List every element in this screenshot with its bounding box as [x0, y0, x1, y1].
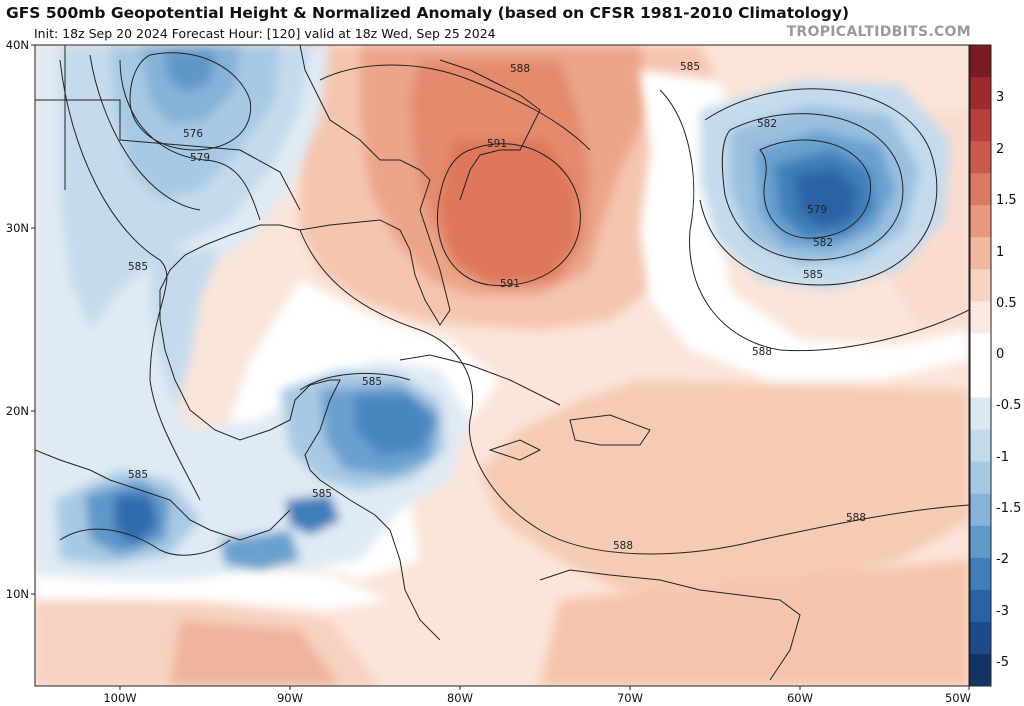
lon-label: 60W — [787, 691, 813, 705]
colorbar-label: -2 — [996, 552, 1009, 567]
colorbar-label: -1.5 — [996, 501, 1021, 516]
colorbar-segment — [970, 493, 991, 527]
contour-label: 591 — [500, 278, 520, 290]
lon-label: 90W — [277, 691, 303, 705]
contour-label: 579 — [807, 204, 827, 216]
colorbar-label: 2 — [996, 142, 1004, 157]
colorbar-label: -0.5 — [996, 398, 1021, 413]
colorbar-labels: 3 2 1.5 1 0.5 0 -0.5 -1 -1.5 -2 -3 -5 — [996, 90, 1021, 670]
colorbar-segment — [970, 429, 991, 463]
lat-label: 10N — [6, 587, 29, 601]
colorbar-segment — [970, 301, 991, 334]
height-contours — [59, 52, 969, 556]
colorbar-segment — [970, 397, 991, 431]
site-credit: TROPICALTIDBITS.COM — [786, 24, 971, 40]
colorbar-label: -5 — [996, 655, 1009, 670]
contour-label: 591 — [487, 138, 507, 150]
colorbar-segment — [970, 589, 991, 623]
contour-labels: 576 579 585 588 591 591 585 582 579 582 … — [128, 61, 866, 552]
colorbar-segment — [970, 461, 991, 495]
colorbar-segment — [970, 45, 991, 78]
lon-label: 80W — [447, 691, 473, 705]
forecast-info: Init: 18z Sep 20 2024 Forecast Hour: [12… — [34, 26, 496, 41]
lat-label: 30N — [6, 221, 29, 235]
colorbar-segment — [970, 205, 991, 238]
contour-label: 585 — [680, 61, 700, 73]
colorbar-label: 1.5 — [996, 193, 1017, 208]
contour-label: 585 — [803, 269, 823, 281]
colorbar-label: 0.5 — [996, 296, 1017, 311]
contour-label: 585 — [362, 376, 382, 388]
colorbar-segment — [970, 109, 991, 142]
lon-label: 70W — [617, 691, 643, 705]
anomaly-field — [35, 45, 969, 686]
contour-label: 588 — [846, 512, 866, 524]
colorbar-segment — [970, 269, 991, 302]
coastlines — [35, 45, 801, 681]
lat-axis: 40N 30N 20N 10N — [6, 38, 35, 601]
contour-label: 585 — [312, 488, 332, 500]
lon-label: 100W — [103, 691, 136, 705]
chart-title: GFS 500mb Geopotential Height & Normaliz… — [6, 4, 850, 22]
contour-label: 579 — [190, 152, 210, 164]
colorbar-segment — [970, 77, 991, 110]
lat-label: 20N — [6, 404, 29, 418]
colorbar-segment — [970, 237, 991, 270]
contour-label: 576 — [183, 128, 203, 140]
colorbar-segment — [970, 333, 991, 366]
colorbar-segment — [970, 557, 991, 591]
lon-label: 50W — [945, 691, 971, 705]
colorbar-segment — [970, 653, 991, 687]
colorbar-label: -3 — [996, 604, 1009, 619]
colorbar-label: -1 — [996, 450, 1009, 465]
colorbar-label: 1 — [996, 245, 1004, 260]
colorbar — [970, 45, 991, 687]
contour-label: 585 — [128, 469, 148, 481]
colorbar-label: 0 — [996, 347, 1004, 362]
colorbar-segment — [970, 525, 991, 559]
contour-label: 585 — [128, 261, 148, 273]
colorbar-segment — [970, 141, 991, 174]
lat-label: 40N — [6, 38, 29, 52]
contour-label: 588 — [752, 346, 772, 358]
lon-axis: 100W 90W 80W 70W 60W 50W — [103, 686, 971, 705]
contour-label: 582 — [757, 118, 777, 130]
colorbar-segment — [970, 173, 991, 206]
colorbar-segment — [970, 621, 991, 655]
colorbar-label: 3 — [996, 90, 1004, 105]
contour-label: 582 — [813, 237, 833, 249]
contour-label: 588 — [613, 540, 633, 552]
map-frame — [34, 44, 970, 687]
colorbar-segment — [970, 365, 991, 399]
contour-label: 588 — [510, 63, 530, 75]
